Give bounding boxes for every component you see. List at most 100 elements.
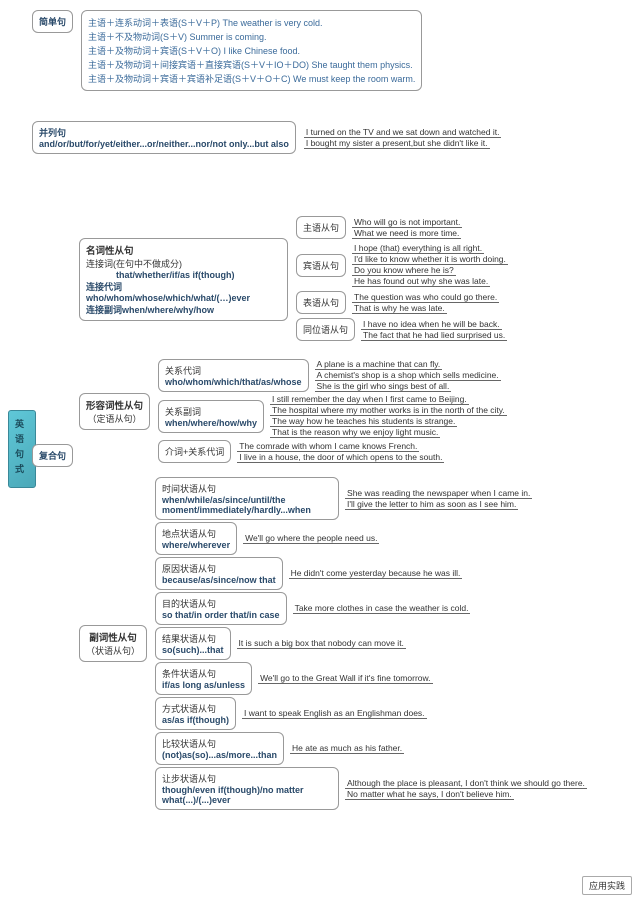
- example: He has found out why she was late.: [352, 276, 490, 287]
- example: The question was who could go there.: [352, 292, 499, 303]
- reason-t: 原因状语从句: [162, 562, 276, 575]
- example: She is the girl who sings best of all.: [315, 381, 452, 392]
- manner-t: 方式状语从句: [162, 702, 229, 715]
- example: I hope (that) everything is all right.: [352, 243, 484, 254]
- comp-w: (not)as(so)...as/more...than: [162, 750, 277, 760]
- place-box: 地点状语从句where/wherever: [155, 522, 237, 555]
- manner-w: as/as if(though): [162, 715, 229, 725]
- complex-title: 复合句: [32, 444, 73, 467]
- example: A plane is a machine that can fly.: [315, 359, 443, 370]
- adv-title: 副词性从句: [86, 630, 140, 644]
- example: The fact that he had lied surprised us.: [361, 330, 507, 341]
- pattern: 主语＋连系动词＋表语(S＋V＋P) The weather is very co…: [88, 16, 415, 29]
- example: The hospital where my mother works is in…: [270, 405, 507, 416]
- example: I want to speak English as an Englishman…: [242, 708, 427, 719]
- compound-box: 并列句 and/or/but/for/yet/either...or/neith…: [32, 121, 296, 154]
- adv-sub: （状语从句）: [86, 644, 140, 657]
- example: That is why he was late.: [352, 303, 447, 314]
- obj-clause: 宾语从句: [296, 254, 346, 277]
- example: Do you know where he is?: [352, 265, 456, 276]
- noun-title: 名词性从句: [86, 243, 281, 257]
- rel-pron-w: who/whom/which/that/as/whose: [165, 377, 302, 387]
- example: I have no idea when he will be back.: [361, 319, 502, 330]
- time-t: 时间状语从句: [162, 482, 332, 495]
- example: I still remember the day when I first ca…: [270, 394, 469, 405]
- rel-pron-box: 关系代词who/whom/which/that/as/whose: [158, 359, 309, 392]
- example: It is such a big box that nobody can mov…: [237, 638, 406, 649]
- compound-title: 并列句: [39, 126, 289, 139]
- purpose-w: so that/in order that/in case: [162, 610, 280, 620]
- noun-l1b: that/whether/if/as if(though): [86, 270, 281, 280]
- time-w: when/while/as/since/until/the moment/imm…: [162, 495, 332, 515]
- example: We'll go to the Great Wall if it's fine …: [258, 673, 432, 684]
- purpose-t: 目的状语从句: [162, 597, 280, 610]
- conc-w: though/even if(though)/no matter what(..…: [162, 785, 332, 805]
- noun-clause-box: 名词性从句 连接词(在句中不做成分) that/whether/if/as if…: [79, 238, 288, 321]
- pattern: 主语＋及物动词＋间接宾语＋直接宾语(S＋V＋IO＋DO) She taught …: [88, 58, 415, 71]
- adj-title: 形容词性从句: [86, 398, 143, 412]
- place-t: 地点状语从句: [162, 527, 230, 540]
- example: Although the place is pleasant, I don't …: [345, 778, 587, 789]
- example: I turned on the TV and we sat down and w…: [304, 127, 502, 138]
- example: A chemist's shop is a shop which sells m…: [315, 370, 501, 381]
- conc-t: 让步状语从句: [162, 772, 332, 785]
- compound-examples: I turned on the TV and we sat down and w…: [304, 127, 502, 149]
- comp-box: 比较状语从句(not)as(so)...as/more...than: [155, 732, 284, 765]
- conc-box: 让步状语从句though/even if(though)/no matter w…: [155, 767, 339, 810]
- example: The comrade with whom I came knows Frenc…: [237, 441, 419, 452]
- example: I'll give the letter to him as soon as I…: [345, 499, 518, 510]
- noun-clause-section: 名词性从句 连接词(在句中不做成分) that/whether/if/as if…: [79, 214, 640, 345]
- rel-adv-t: 关系副词: [165, 405, 257, 418]
- manner-box: 方式状语从句as/as if(though): [155, 697, 236, 730]
- adj-clause-section: 形容词性从句（定语从句） 关系代词who/whom/which/that/as/…: [79, 357, 640, 465]
- apply-button[interactable]: 应用实践: [582, 876, 632, 895]
- example: I'd like to know whether it is worth doi…: [352, 254, 508, 265]
- example: I bought my sister a present,but she did…: [304, 138, 490, 149]
- compound-conj: and/or/but/for/yet/either...or/neither..…: [39, 139, 289, 149]
- rel-adv-w: when/where/how/why: [165, 418, 257, 428]
- subj-clause: 主语从句: [296, 216, 346, 239]
- pattern: 主语＋及物动词＋宾语＋宾语补足语(S＋V＋O＋C) We must keep t…: [88, 72, 415, 85]
- adv-clause-section: 副词性从句（状语从句） 时间状语从句when/while/as/since/un…: [79, 475, 640, 812]
- rel-adv-box: 关系副词when/where/how/why: [158, 400, 264, 433]
- example: No matter what he says, I don't believe …: [345, 789, 514, 800]
- time-box: 时间状语从句when/while/as/since/until/the mome…: [155, 477, 339, 520]
- simple-patterns: 主语＋连系动词＋表语(S＋V＋P) The weather is very co…: [81, 10, 422, 91]
- result-t: 结果状语从句: [162, 632, 224, 645]
- example: What we need is more time.: [352, 228, 461, 239]
- compound-section: 并列句 and/or/but/for/yet/either...or/neith…: [32, 121, 640, 154]
- complex-section: 复合句 名词性从句 连接词(在句中不做成分) that/whether/if/a…: [32, 214, 640, 812]
- prep-rel-box: 介词+关系代词: [158, 440, 231, 463]
- pattern: 主语＋及物动词＋宾语(S＋V＋O) I like Chinese food.: [88, 44, 415, 57]
- example: We'll go where the people need us.: [243, 533, 379, 544]
- noun-subtypes: 主语从句 Who will go is not important.What we…: [296, 214, 508, 345]
- pred-clause: 表语从句: [296, 291, 346, 314]
- result-box: 结果状语从句so(such)...that: [155, 627, 231, 660]
- pattern: 主语＋不及物动词(S＋V) Summer is coming.: [88, 30, 415, 43]
- noun-l2: 连接代词who/whom/whose/which/what/(…)ever: [86, 280, 281, 303]
- simple-title: 简单句: [32, 10, 73, 33]
- adv-title-box: 副词性从句（状语从句）: [79, 625, 147, 662]
- example: I live in a house, the door of which ope…: [237, 452, 444, 463]
- example: Who will go is not important.: [352, 217, 462, 228]
- adj-sub: （定语从句）: [86, 412, 143, 425]
- adj-title-box: 形容词性从句（定语从句）: [79, 393, 150, 430]
- noun-l1: 连接词(在句中不做成分): [86, 257, 281, 270]
- place-w: where/wherever: [162, 540, 230, 550]
- example: That is the reason why we enjoy light mu…: [270, 427, 440, 438]
- example: The way how he teaches his students is s…: [270, 416, 457, 427]
- appo-clause: 同位语从句: [296, 318, 355, 341]
- cond-w: if/as long as/unless: [162, 680, 245, 690]
- simple-section: 简单句 主语＋连系动词＋表语(S＋V＋P) The weather is ver…: [32, 10, 640, 91]
- example: She was reading the newspaper when I cam…: [345, 488, 532, 499]
- reason-w: because/as/since/now that: [162, 575, 276, 585]
- cond-t: 条件状语从句: [162, 667, 245, 680]
- cond-box: 条件状语从句if/as long as/unless: [155, 662, 252, 695]
- reason-box: 原因状语从句because/as/since/now that: [155, 557, 283, 590]
- example: He ate as much as his father.: [290, 743, 404, 754]
- noun-l3: 连接副词when/where/why/how: [86, 303, 281, 316]
- comp-t: 比较状语从句: [162, 737, 277, 750]
- rel-pron-t: 关系代词: [165, 364, 302, 377]
- example: Take more clothes in case the weather is…: [293, 603, 471, 614]
- result-w: so(such)...that: [162, 645, 224, 655]
